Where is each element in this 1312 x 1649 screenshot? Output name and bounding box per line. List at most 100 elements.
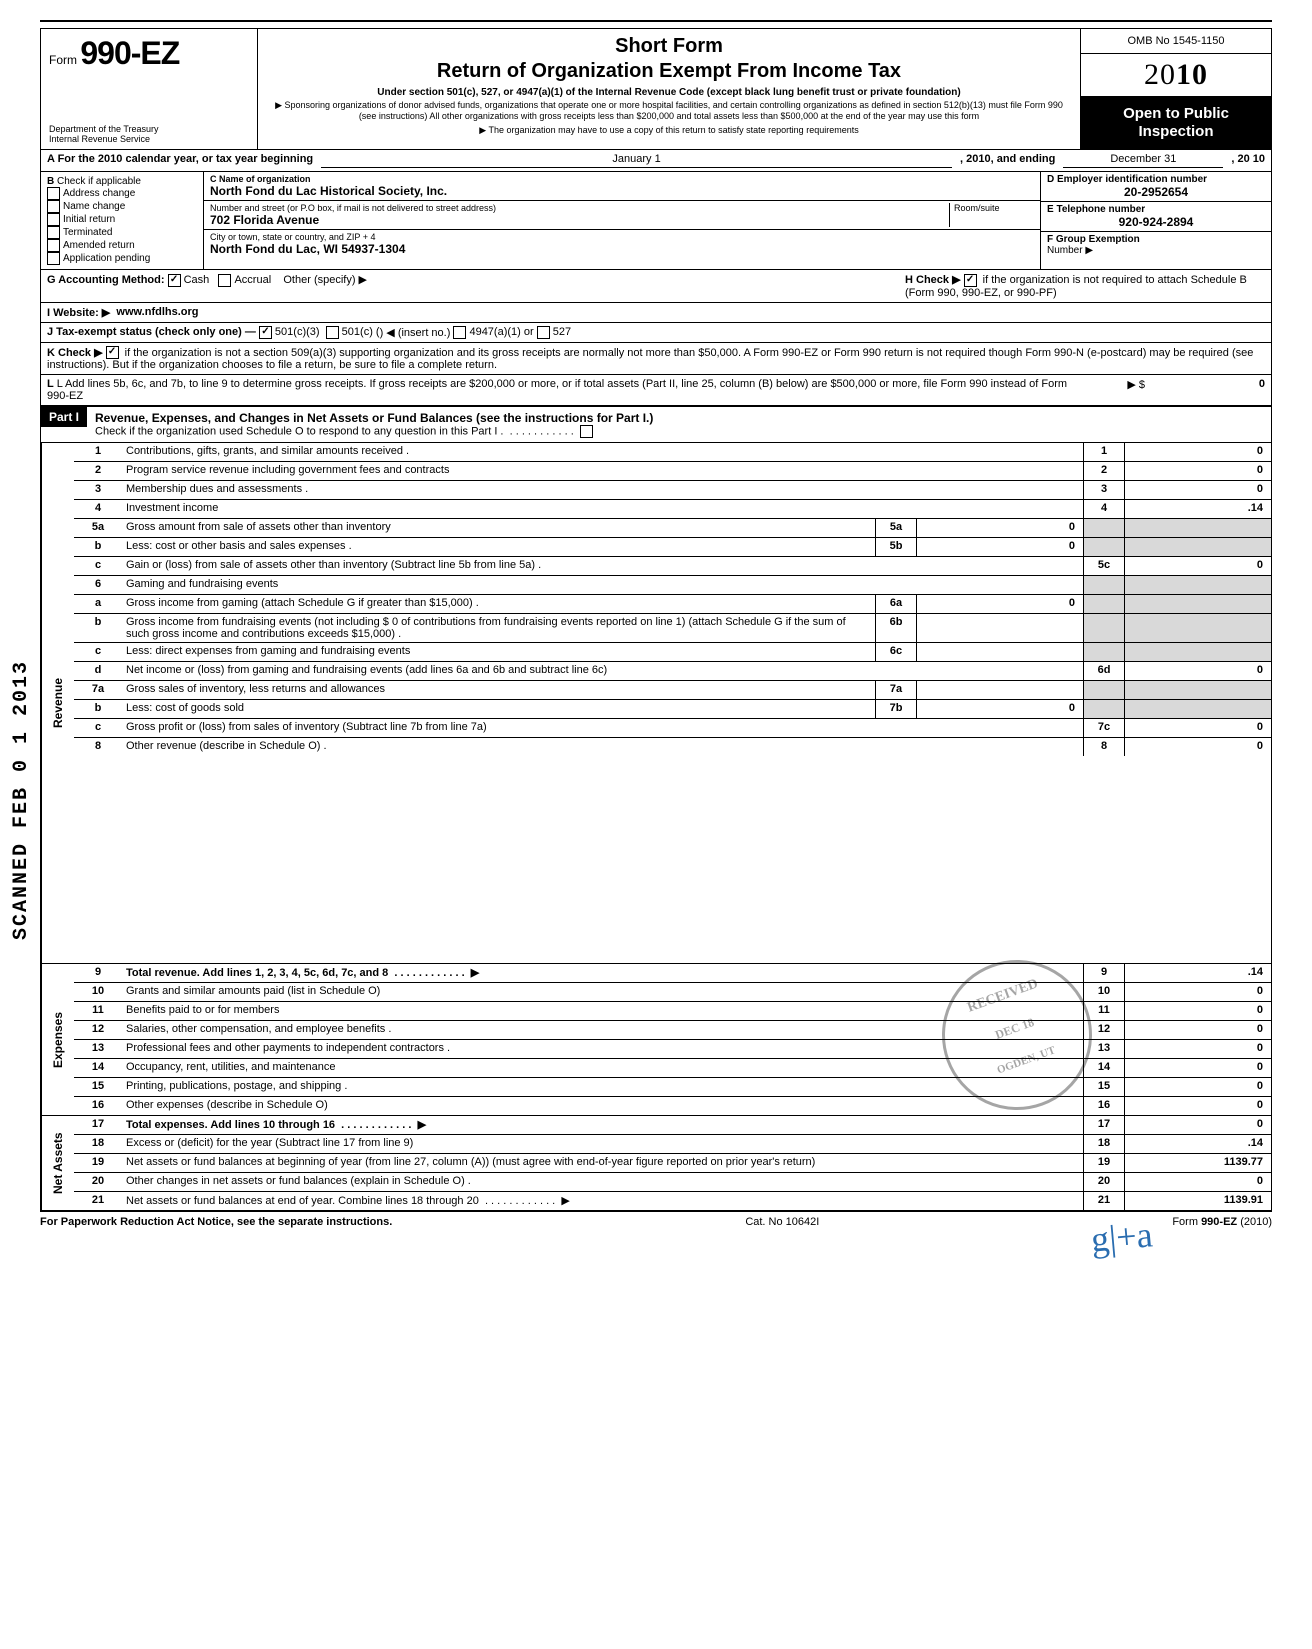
line-text: Less: cost or other basis and sales expe…: [122, 538, 875, 556]
line-text: Net income or (loss) from gaming and fun…: [122, 662, 1083, 680]
title-short-form: Short Form: [268, 35, 1070, 58]
grey-box: [1083, 576, 1125, 594]
amount-box: 16: [1083, 1097, 1125, 1115]
c-name-label: C Name of organization: [210, 174, 1034, 184]
chk-name-change[interactable]: [47, 200, 60, 213]
chk-4947[interactable]: [453, 326, 466, 339]
l-value: 0: [1145, 378, 1265, 402]
mid-box: 5a: [875, 519, 917, 537]
revenue-label: Revenue: [41, 443, 74, 963]
chk-terminated[interactable]: [47, 226, 60, 239]
mid-box: 7a: [875, 681, 917, 699]
grey-val: [1125, 576, 1271, 594]
chk-k[interactable]: ✓: [106, 346, 119, 359]
mid-box: 6a: [875, 595, 917, 613]
line-number: 7a: [74, 681, 122, 699]
amount-box: 9: [1083, 964, 1125, 982]
line-text: Gross income from gaming (attach Schedul…: [122, 595, 875, 613]
chk-h[interactable]: ✓: [964, 274, 977, 287]
mid-value: 0: [917, 595, 1083, 613]
line-text: Contributions, gifts, grants, and simila…: [122, 443, 1083, 461]
room-suite-label: Room/suite: [949, 203, 1034, 227]
part1-title: Revenue, Expenses, and Changes in Net As…: [95, 411, 1263, 425]
chk-app-pending[interactable]: [47, 252, 60, 265]
line-text: Membership dues and assessments .: [122, 481, 1083, 499]
grey-box: [1083, 700, 1125, 718]
grey-val: [1125, 614, 1271, 642]
chk-527[interactable]: [537, 326, 550, 339]
amount-box: 15: [1083, 1078, 1125, 1096]
b-item-2: Initial return: [63, 214, 115, 225]
chk-501c[interactable]: [326, 326, 339, 339]
line-number: 12: [74, 1021, 122, 1039]
table-row: cLess: direct expenses from gaming and f…: [74, 643, 1271, 662]
header-note-2: ▶ The organization may have to use a cop…: [268, 125, 1070, 136]
amount-value: 0: [1125, 738, 1271, 756]
g-cash: Cash: [184, 274, 210, 286]
line-text: Grants and similar amounts paid (list in…: [122, 983, 1083, 1001]
table-row: 8Other revenue (describe in Schedule O) …: [74, 738, 1271, 756]
section-a: A For the 2010 calendar year, or tax yea…: [41, 150, 1271, 172]
chk-cash[interactable]: ✓: [168, 274, 181, 287]
j-527: 527: [553, 326, 571, 339]
mid-value: [917, 643, 1083, 661]
chk-address-change[interactable]: [47, 187, 60, 200]
tax-year-begin[interactable]: January 1: [321, 153, 952, 168]
table-row: 7aGross sales of inventory, less returns…: [74, 681, 1271, 700]
table-row: 16Other expenses (describe in Schedule O…: [74, 1097, 1271, 1115]
l-text: L Add lines 5b, 6c, and 7b, to line 9 to…: [47, 378, 1067, 402]
line-number: c: [74, 643, 122, 661]
line-number: 13: [74, 1040, 122, 1058]
amount-box: 6d: [1083, 662, 1125, 680]
tax-year-end[interactable]: December 31: [1063, 153, 1223, 168]
table-row: bGross income from fundraising events (n…: [74, 614, 1271, 643]
b-item-4: Amended return: [63, 240, 135, 251]
chk-schedule-o[interactable]: [580, 425, 593, 438]
line-text: Professional fees and other payments to …: [122, 1040, 1083, 1058]
line-text: Other expenses (describe in Schedule O): [122, 1097, 1083, 1115]
line-text: Gross sales of inventory, less returns a…: [122, 681, 875, 699]
table-row: 14Occupancy, rent, utilities, and mainte…: [74, 1059, 1271, 1078]
table-row: 17Total expenses. Add lines 10 through 1…: [74, 1116, 1271, 1135]
chk-initial-return[interactable]: [47, 213, 60, 226]
handwriting: g|+a: [1089, 1214, 1154, 1261]
amount-value: 0: [1125, 1040, 1271, 1058]
amount-value: .14: [1125, 1135, 1271, 1153]
table-row: 10Grants and similar amounts paid (list …: [74, 983, 1271, 1002]
j-501c: 501(c) (: [342, 326, 380, 339]
amount-value: 1139.91: [1125, 1192, 1271, 1210]
amount-value: 0: [1125, 983, 1271, 1001]
amount-value: 0: [1125, 1097, 1271, 1115]
k-text: if the organization is not a section 509…: [47, 347, 1253, 372]
grey-val: [1125, 681, 1271, 699]
table-row: bLess: cost or other basis and sales exp…: [74, 538, 1271, 557]
form-prefix: Form: [49, 53, 77, 67]
line-text: Investment income: [122, 500, 1083, 518]
c-street-label: Number and street (or P.O box, if mail i…: [210, 203, 949, 213]
line-number: 16: [74, 1097, 122, 1115]
line-number: 17: [74, 1116, 122, 1134]
g-accrual: Accrual: [234, 274, 271, 286]
form-header: Form 990-EZ Department of the Treasury I…: [40, 28, 1272, 150]
amount-value: 0: [1125, 1116, 1271, 1134]
part1-table: Revenue 1Contributions, gifts, grants, a…: [40, 443, 1272, 1211]
line-number: 14: [74, 1059, 122, 1077]
g-label: G Accounting Method:: [47, 274, 165, 286]
chk-accrual[interactable]: [218, 274, 231, 287]
amount-value: 1139.77: [1125, 1154, 1271, 1172]
chk-amended[interactable]: [47, 239, 60, 252]
amount-value: 0: [1125, 719, 1271, 737]
open-to-public: Open to Public Inspection: [1081, 97, 1271, 149]
chk-501c3[interactable]: ✓: [259, 326, 272, 339]
line-text: Less: cost of goods sold: [122, 700, 875, 718]
line-number: 4: [74, 500, 122, 518]
form-number: 990-EZ: [80, 35, 179, 71]
line-number: 20: [74, 1173, 122, 1191]
telephone: 920-924-2894: [1047, 215, 1265, 229]
grey-box: [1083, 519, 1125, 537]
j-501c3: 501(c)(3): [275, 326, 320, 339]
mid-value: 0: [917, 538, 1083, 556]
footer: For Paperwork Reduction Act Notice, see …: [40, 1211, 1272, 1228]
line-number: 6: [74, 576, 122, 594]
line-text: Net assets or fund balances at beginning…: [122, 1154, 1083, 1172]
